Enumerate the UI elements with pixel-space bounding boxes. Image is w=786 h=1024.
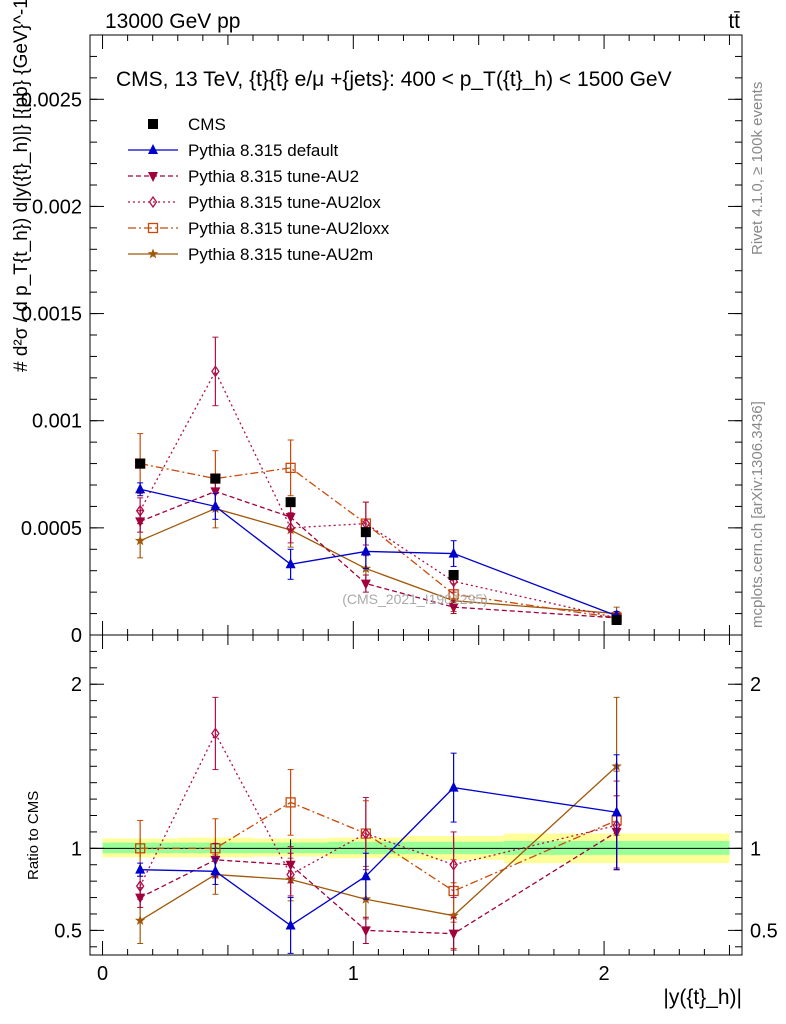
ratio-ytick-label: 2	[71, 674, 82, 696]
ratio-point-au2	[135, 893, 146, 904]
main-point-au2	[135, 517, 146, 528]
legend-label-cms: CMS	[188, 115, 226, 134]
main-point-cms	[360, 527, 371, 538]
main-point-au2	[210, 487, 221, 498]
main-panel: 0 0.0005 0.001 0.0015 0.002 0.0025	[21, 34, 743, 647]
main-y-axis-label: # d²σ / d p_T{t_h}) d|y({t}_h)|} [{pb} {…	[11, 0, 32, 372]
legend-label-au2loxx: Pythia 8.315 tune-AU2loxx	[188, 219, 390, 238]
ratio-series-au2m	[134, 696, 622, 949]
main-point-au2	[360, 579, 371, 590]
ratio-point-au2lox	[361, 827, 371, 840]
legend-label-au2m: Pythia 8.315 tune-AU2m	[188, 245, 373, 264]
main-line-au2loxx	[140, 462, 617, 619]
main-point-cms	[448, 570, 459, 580]
ratio-point-au2loxx	[285, 797, 296, 808]
legend-marker-au2lox	[148, 195, 158, 209]
ratio-series-default	[135, 752, 622, 954]
ratio-point-au2lox	[211, 727, 220, 740]
ratio-line-default	[140, 786, 617, 927]
ratio-series-au2	[135, 795, 622, 951]
legend-entry-au2loxx: Pythia 8.315 tune-AU2loxx	[128, 219, 390, 238]
mcplots-label: mcplots.cern.ch [arXiv:1306.3436]	[749, 401, 766, 628]
x-tick-label: 0	[97, 963, 108, 985]
main-point-au2lox	[211, 365, 220, 378]
header-final-state: tt̄	[728, 10, 740, 33]
ratio-ytick-label: 1	[71, 838, 82, 860]
main-line-au2	[139, 490, 617, 619]
ratio-ytick-label-right: 0.5	[750, 920, 778, 942]
main-point-default	[210, 500, 221, 511]
legend-marker-default	[148, 144, 158, 154]
ratio-point-default	[210, 865, 221, 876]
ratio-point-au2loxx	[135, 843, 146, 854]
main-point-au2lox	[286, 521, 295, 534]
main-point-default	[285, 558, 296, 569]
main-ytick-label: 0.0005	[21, 518, 82, 540]
main-ytick-label: 0.0025	[21, 89, 82, 111]
main-point-cms	[210, 473, 221, 484]
legend-entry-au2lox: Pythia 8.315 tune-AU2lox	[128, 193, 381, 212]
main-point-default	[360, 545, 371, 556]
ratio-point-default	[360, 870, 371, 881]
main-line-default	[140, 488, 617, 617]
main-ytick-label: 0.002	[32, 196, 82, 218]
ratio-point-au2	[285, 860, 296, 871]
legend-entry-au2: Pythia 8.315 tune-AU2	[128, 167, 359, 186]
legend-marker-au2loxx	[147, 222, 159, 234]
x-axis-label: |y({t}_h)|	[663, 986, 742, 1009]
legend-label-default: Pythia 8.315 default	[188, 141, 339, 160]
ratio-panel: 0.5 1 2 0.5 1 2 0 1 2	[54, 634, 778, 985]
legend-label-au2lox: Pythia 8.315 tune-AU2lox	[188, 193, 381, 212]
ratio-point-au2m	[134, 915, 146, 925]
main-point-default	[448, 547, 459, 558]
legend: CMS Pythia 8.315 default Pythia 8.315 tune…	[128, 115, 390, 264]
ratio-point-default	[611, 806, 622, 817]
main-line-au2m	[139, 507, 617, 615]
ratio-line-au2lox	[139, 732, 617, 887]
ratio-ytick-label: 0.5	[54, 920, 82, 942]
main-ytick-label: 0.001	[32, 411, 82, 433]
watermark: (CMS_2021_I1901295)	[342, 591, 488, 607]
rivet-label: Rivet 4.1.0, ≥ 100k events	[749, 82, 766, 255]
main-point-cms	[135, 458, 146, 469]
ratio-frame	[89, 634, 743, 956]
legend-entry-default: Pythia 8.315 default	[128, 141, 339, 160]
ratio-point-au2	[448, 929, 459, 940]
main-point-cms	[611, 615, 622, 625]
ratio-point-default	[448, 781, 459, 792]
main-point-au2m	[134, 535, 146, 546]
main-point-au2	[285, 513, 296, 524]
ratio-ytick-label-right: 1	[750, 838, 761, 860]
main-point-au2	[448, 603, 459, 614]
legend-entry-cms: CMS	[148, 115, 226, 134]
main-ytick-label: 0.0015	[21, 304, 82, 326]
main-line-au2lox	[139, 369, 617, 619]
x-tick-label: 2	[599, 963, 610, 985]
legend-entry-au2m: Pythia 8.315 tune-AU2m	[128, 245, 373, 264]
ratio-point-au2lox	[449, 858, 458, 871]
ratio-ytick-label-right: 2	[750, 674, 761, 696]
main-point-default	[135, 483, 146, 494]
ratio-point-au2	[360, 926, 371, 937]
ratio-point-default	[285, 919, 296, 930]
ratio-point-default	[135, 863, 146, 874]
x-tick-label: 1	[348, 963, 359, 985]
ratio-line-au2loxx	[140, 801, 617, 892]
ratio-line-au2m	[139, 765, 618, 922]
plot-title: CMS, 13 TeV, {t}{t̄} e/μ +{jets}: 400 < …	[116, 68, 672, 91]
main-point-cms	[285, 497, 296, 508]
legend-marker-au2	[148, 172, 158, 182]
main-series-au2lox	[135, 336, 621, 624]
main-point-au2loxx	[285, 462, 296, 474]
ratio-series-au2lox	[135, 696, 621, 900]
legend-label-au2: Pythia 8.315 tune-AU2	[188, 167, 359, 186]
legend-marker-au2m	[147, 248, 159, 259]
main-series-cms	[135, 458, 622, 625]
main-ytick-label: 0	[71, 625, 82, 647]
legend-marker-cms	[148, 119, 158, 129]
header-process: 13000 GeV pp	[105, 10, 240, 33]
ratio-y-axis-label: Ratio to CMS	[25, 791, 42, 880]
ratio-line-au2	[139, 831, 617, 935]
